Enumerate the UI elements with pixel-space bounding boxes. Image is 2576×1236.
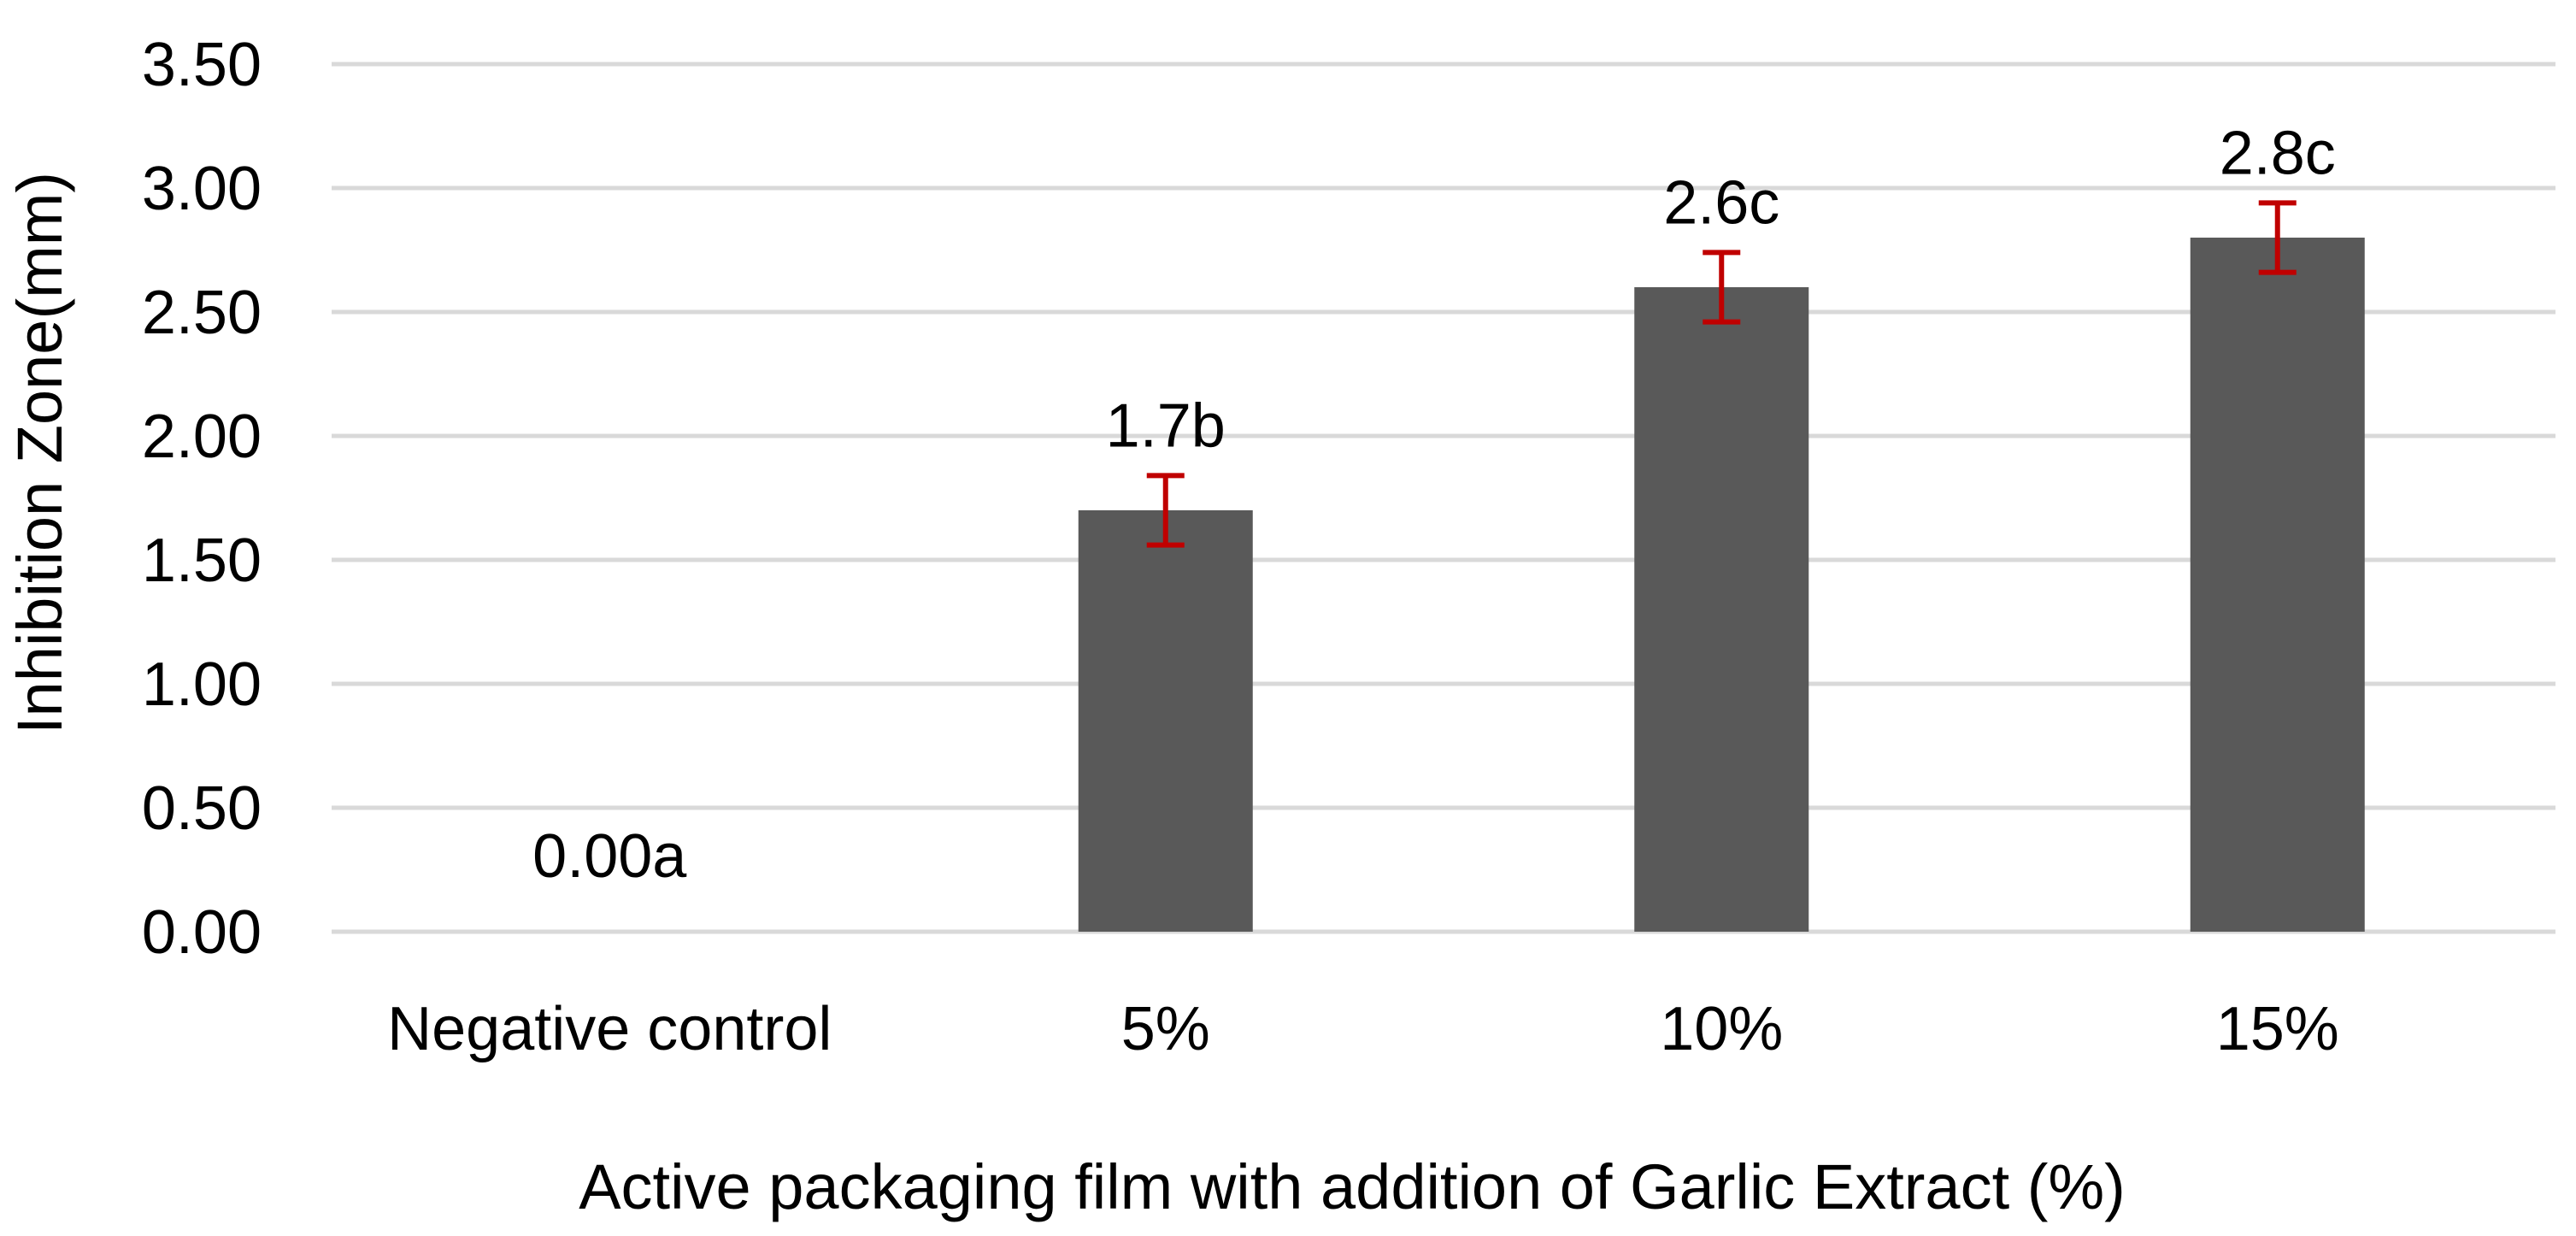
y-tick-label: 3.50 (142, 31, 262, 99)
error-bar (1146, 473, 1185, 548)
error-bars (1146, 200, 2297, 548)
data-label: 0.00a (532, 822, 687, 891)
gridlines (332, 62, 2555, 934)
bar (1078, 510, 1253, 932)
y-axis-ticks: 0.00 0.50 1.00 1.50 2.00 2.50 3.00 3.50 (142, 31, 262, 967)
y-tick-label: 3.00 (142, 155, 262, 223)
x-tick-label: 15% (2216, 995, 2339, 1063)
data-label: 2.6c (1663, 168, 1779, 237)
y-tick-label: 1.00 (142, 650, 262, 719)
x-tick-label: Negative control (387, 995, 832, 1063)
data-label: 2.8c (2220, 119, 2336, 187)
error-bar (2258, 200, 2297, 275)
x-tick-label: 10% (1660, 995, 1783, 1063)
data-label: 1.7b (1106, 391, 1226, 460)
bar (1634, 287, 1809, 932)
y-tick-label: 0.50 (142, 774, 262, 843)
x-axis-ticks: Negative control 5% 10% 15% (387, 995, 2339, 1063)
bars (1078, 238, 2365, 932)
y-tick-label: 2.00 (142, 403, 262, 471)
bar (2190, 238, 2365, 932)
y-tick-label: 0.00 (142, 898, 262, 967)
data-labels: 0.00a 1.7b 2.6c 2.8c (532, 119, 2336, 891)
error-bar (1703, 250, 1741, 325)
y-tick-label: 1.50 (142, 527, 262, 595)
x-tick-label: 5% (1121, 995, 1210, 1063)
y-axis-title: Inhibition Zone(mm) (4, 172, 75, 734)
y-tick-label: 2.50 (142, 279, 262, 347)
x-axis-title: Active packaging film with addition of G… (579, 1151, 2126, 1222)
